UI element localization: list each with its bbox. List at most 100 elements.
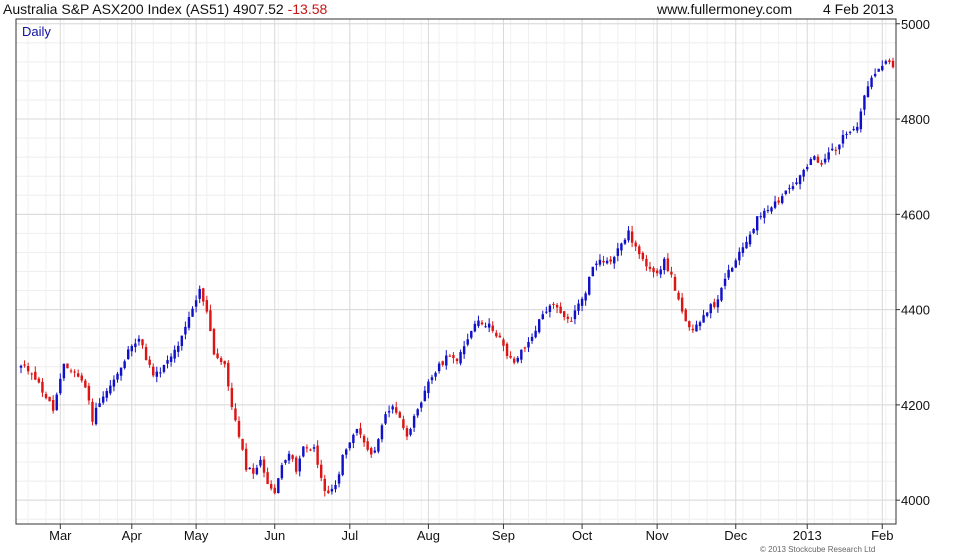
- candle-body: [237, 420, 241, 437]
- candle-body: [595, 263, 598, 266]
- candle-body: [84, 380, 87, 388]
- candle-body: [252, 467, 255, 474]
- candle-body: [148, 359, 151, 365]
- candle-body: [205, 300, 209, 312]
- candle-body: [487, 323, 491, 328]
- candle-body: [638, 246, 641, 255]
- candle-body: [798, 175, 802, 185]
- candle-body: [580, 298, 584, 306]
- candle-body: [62, 363, 66, 379]
- candle-body: [491, 325, 494, 331]
- candle-body: [73, 371, 76, 373]
- candle-body: [691, 328, 695, 331]
- candle-body: [516, 357, 519, 362]
- candle-body: [216, 353, 219, 359]
- candle-body: [841, 134, 845, 144]
- candle-body: [380, 425, 384, 440]
- candle-body: [441, 361, 444, 365]
- candle-body: [66, 363, 69, 369]
- candle-body: [355, 429, 359, 433]
- candle-body: [448, 355, 452, 357]
- candle-body: [241, 438, 244, 450]
- candle-body: [763, 210, 766, 218]
- candle-body: [55, 394, 58, 411]
- candle-body: [402, 419, 405, 428]
- website-label[interactable]: www.fullermoney.com: [657, 1, 793, 17]
- candle-body: [91, 401, 94, 422]
- candle-body: [484, 326, 487, 328]
- candle-body: [777, 200, 780, 203]
- candle-body: [51, 399, 55, 411]
- candle-body: [334, 485, 337, 490]
- x-tick-label: May: [184, 528, 209, 543]
- candle-body: [791, 186, 795, 189]
- candle-body: [863, 95, 866, 110]
- candle-body: [816, 156, 820, 163]
- candle-body: [770, 207, 773, 212]
- candle-body: [727, 269, 730, 278]
- candle-body: [319, 464, 323, 478]
- candle-body: [827, 152, 830, 160]
- candle-body: [709, 304, 712, 314]
- candle-body: [623, 239, 627, 244]
- candle-body: [741, 247, 745, 253]
- candle-body: [459, 352, 462, 364]
- candle-body: [87, 385, 91, 401]
- candle-body: [266, 472, 269, 485]
- x-tick-label: Apr: [122, 528, 143, 543]
- candle-body: [530, 336, 534, 341]
- candle-body: [698, 322, 702, 327]
- candle-body: [41, 381, 44, 393]
- candle-body: [745, 241, 748, 249]
- candle-body: [773, 201, 777, 208]
- candle-body: [152, 366, 155, 376]
- x-tick-label: Aug: [417, 528, 440, 543]
- candle-body: [98, 403, 101, 407]
- candle-body: [23, 364, 26, 366]
- candle-body: [144, 347, 148, 361]
- candle-body: [395, 407, 398, 413]
- candle-body: [76, 373, 80, 377]
- candle-body: [327, 490, 330, 494]
- candle-body: [655, 270, 659, 274]
- y-tick-label: 4200: [901, 398, 930, 413]
- candle-body: [141, 339, 144, 346]
- candle-body: [573, 310, 577, 320]
- candle-body: [330, 488, 334, 492]
- candle-body: [509, 355, 512, 358]
- last-price: 4907.52: [233, 1, 284, 17]
- instrument-name: Australia S&P ASX200 Index (AS51): [3, 1, 230, 17]
- candle-body: [534, 330, 537, 338]
- candle-body: [652, 267, 655, 273]
- candle-body: [348, 442, 352, 449]
- candle-body: [888, 60, 891, 63]
- candle-body: [80, 375, 83, 381]
- candle-body: [194, 300, 198, 307]
- candle-body: [641, 252, 645, 260]
- candle-body: [137, 338, 141, 342]
- candle-body: [802, 169, 805, 177]
- candle-body: [373, 450, 377, 453]
- candle-body: [495, 332, 498, 337]
- candle-body: [884, 61, 888, 64]
- y-tick-label: 4600: [901, 207, 930, 222]
- candle-body: [259, 459, 262, 466]
- candle-body: [873, 73, 877, 77]
- candle-body: [545, 311, 548, 313]
- candle-body: [605, 260, 609, 264]
- candle-body: [659, 269, 662, 275]
- candle-body: [663, 258, 666, 271]
- candle-body: [834, 149, 838, 151]
- candle-body: [173, 349, 176, 359]
- candle-body: [19, 365, 23, 368]
- candle-body: [473, 323, 477, 332]
- candle-body: [705, 312, 709, 316]
- candle-body: [512, 358, 516, 363]
- candle-body: [34, 371, 37, 380]
- candle-body: [723, 278, 727, 286]
- candle-body: [284, 460, 287, 463]
- candle-body: [688, 321, 691, 328]
- candle-body: [755, 216, 759, 231]
- candle-body: [101, 396, 105, 403]
- x-tick-label: 2013: [793, 528, 822, 543]
